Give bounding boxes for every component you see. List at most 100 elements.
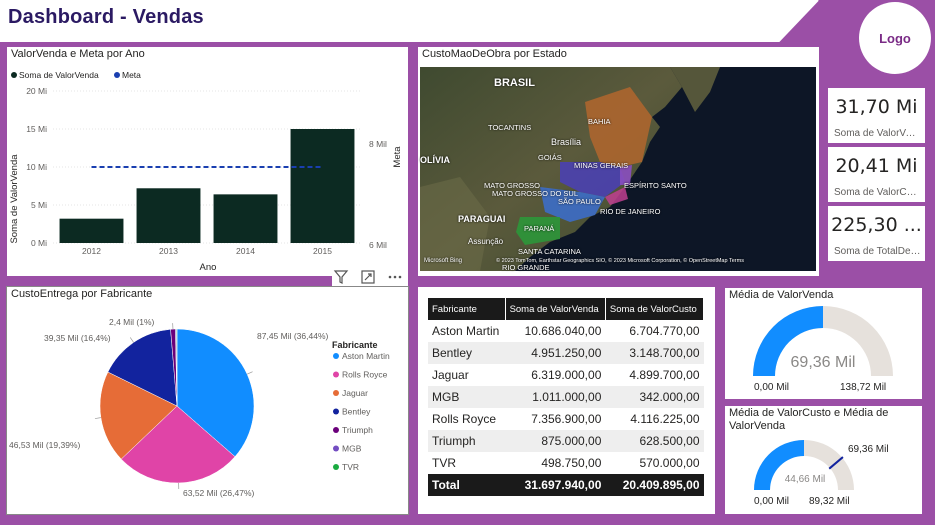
gauge-custo-venda-panel[interactable]: Média de ValorCusto e Média de ValorVend… [725,406,922,514]
map-label-rgs: RIO GRANDE [502,263,550,272]
table-row[interactable]: Jaguar 6.319.000,00 4.899.700,00 [428,364,704,386]
table-row[interactable]: MGB 1.011.000,00 342.000,00 [428,386,704,408]
table-row[interactable]: TVR 498.750,00 570.000,00 [428,452,704,474]
pie-legend-item[interactable]: Aston Martin [342,351,390,361]
gauge2-min: 0,00 Mil [754,496,789,507]
state-sao-paulo[interactable] [540,187,605,222]
visual-toolbar [332,268,408,286]
bar-y2tick-8: 8 Mil [369,139,387,149]
kpi-label: Soma de ValorVenda [834,128,921,139]
map-label-tocantins: TOCANTINS [488,123,532,132]
bar-2012[interactable] [59,218,124,243]
gauge2[interactable]: 44,66 Mil 69,36 Mil 0,00 Mil 89,32 Mil [725,406,922,514]
col-header-fabricante[interactable]: Fabricante [428,298,506,320]
gauge2-value: 44,66 Mil [785,474,826,485]
col-header-valorcusto[interactable]: Soma de ValorCusto [605,298,705,320]
bar-xtick: 2015 [313,246,332,256]
table-cell: 875.000,00 [505,430,606,452]
focus-mode-icon[interactable] [361,270,375,284]
legend-dot [333,445,339,452]
bar-xtick: 2013 [159,246,178,256]
state-espirito-santo[interactable] [620,165,632,185]
bar-2013[interactable] [136,188,201,243]
kpi-value: 20,41 Mi [835,155,918,177]
table-row[interactable]: Rolls Royce 7.356.900,00 4.116.225,00 [428,408,704,430]
kpi-card-valorvenda: 31,70 Mi Soma de ValorVenda [828,88,925,143]
bar-xtick: 2014 [236,246,255,256]
bar-ytick: 0 Mi [31,238,47,248]
map-label-paraguai: PARAGUAI [458,214,506,224]
map-label-es: ESPÍRITO SANTO [624,181,687,190]
map-attribution[interactable]: © 2023 TomTom, Earthstar Geographics SIO… [496,258,744,264]
pie-chart-panel[interactable]: CustoEntrega por Fabricante 87,45 Mil (3… [6,286,409,515]
state-bahia[interactable] [585,87,652,167]
bar-2014[interactable] [213,194,278,243]
legend-dot [333,353,339,359]
gauge1-value: 69,36 Mil [791,354,856,371]
pie-slice-bentley[interactable] [107,328,178,407]
gauge2-target-label: 69,36 Mil [848,444,889,455]
table-cell: Jaguar [432,368,469,382]
pie-slice-tvr[interactable] [176,328,178,407]
map-canvas[interactable] [420,67,816,271]
gauge1-max: 138,72 Mil [840,382,886,393]
legend-label-valorvenda: Soma de ValorVenda [19,70,99,80]
map-label-parana: PARANÁ [524,224,555,233]
gauge2-title: Média de ValorCusto e Média de ValorVend… [729,407,889,432]
col-header-valorvenda[interactable]: Soma de ValorVenda [505,298,606,320]
pie-chart-title: CustoEntrega por Fabricante [11,288,153,300]
pie-slice-aston-martin[interactable] [176,328,255,458]
pie-legend-item[interactable]: Bentley [342,407,371,417]
gauge2-fill [754,440,804,490]
map-label-rio: RIO DE JANEIRO [600,207,661,216]
pie-leader-line [94,417,101,419]
table-cell: 6.319.000,00 [531,368,602,382]
pie-legend-item[interactable]: Triumph [342,425,373,435]
map-label-goias: GOIÁS [538,153,562,162]
bar-xlabel: Ano [200,262,217,273]
table-cell: 20.409.895,00 [605,474,704,496]
table-row[interactable]: Bentley 4.951.250,00 3.148.700,00 [428,342,704,364]
state-parana[interactable] [516,217,560,245]
pie-slice-rolls-royce[interactable] [120,405,236,484]
table-panel[interactable]: Fabricante Soma de ValorVenda Soma de Va… [418,287,715,514]
map-label-brasil: BRASIL [494,77,535,89]
pie-legend-item[interactable]: MGB [342,444,362,454]
state-rio-de-janeiro[interactable] [605,187,628,205]
table-cell: 10.686.040,00 [524,324,602,338]
table-cell: Bentley [428,342,506,364]
table-cell: 7.356.900,00 [531,412,602,426]
bar-2015[interactable] [290,129,355,243]
pie-legend-item[interactable]: Rolls Royce [342,370,388,380]
map-label-sc: SANTA CATARINA [518,247,581,256]
bar-chart-panel[interactable]: ValorVenda e Meta por Ano Soma de ValorV… [7,47,408,276]
table-cell: 6.704.770,00 [629,324,700,338]
table-cell: Total [428,474,506,496]
kpi-label: Soma de TotalDespesa [834,246,921,257]
pie-chart[interactable]: 87,45 Mil (36,44%) 63,52 Mil (26,47%) 46,5… [7,287,408,514]
table-cell: 4.951.250,00 [505,342,606,364]
pie-data-label: 2,4 Mil (1%) [109,317,155,327]
map-label-sao-paulo: SÃO PAULO [558,197,601,206]
bar-chart[interactable]: Soma de ValorVenda Meta 0 Mi 5 Mi 10 Mi 15 … [7,47,408,276]
legend-dot-valorvenda [11,72,17,78]
table-cell: 4.116.225,00 [630,412,700,426]
pie-slice-jaguar[interactable] [99,371,178,460]
pie-data-label: 46,53 Mil (19,39%) [9,440,81,450]
bar-ytick: 15 Mi [26,124,47,134]
table-row[interactable]: Triumph 875.000,00 628.500,00 [428,430,704,452]
legend-dot [333,390,339,396]
map-title: CustoMaoDeObra por Estado [422,48,567,60]
map-panel[interactable]: CustoMaoDeObra por Estado BRASIL Brasíli… [418,47,819,276]
gauge1[interactable]: 69,36 Mil 0,00 Mil 138,72 Mil [725,288,922,399]
pie-legend-item[interactable]: TVR [342,462,359,472]
gauge2-max: 89,32 Mil [809,496,850,507]
more-options-icon[interactable] [388,275,402,279]
filter-icon[interactable] [333,270,349,284]
table-cell: 4.899.700,00 [629,368,700,382]
pie-legend-item[interactable]: Jaguar [342,388,368,398]
gauge-valorvenda-panel[interactable]: Média de ValorVenda 69,36 Mil 0,00 Mil 1… [725,288,922,399]
table-row[interactable]: Aston Martin 10.686.040,00 6.704.770,00 [428,320,704,342]
state-minas-gerais[interactable] [560,162,625,197]
table-cell: 31.697.940,00 [505,474,606,496]
